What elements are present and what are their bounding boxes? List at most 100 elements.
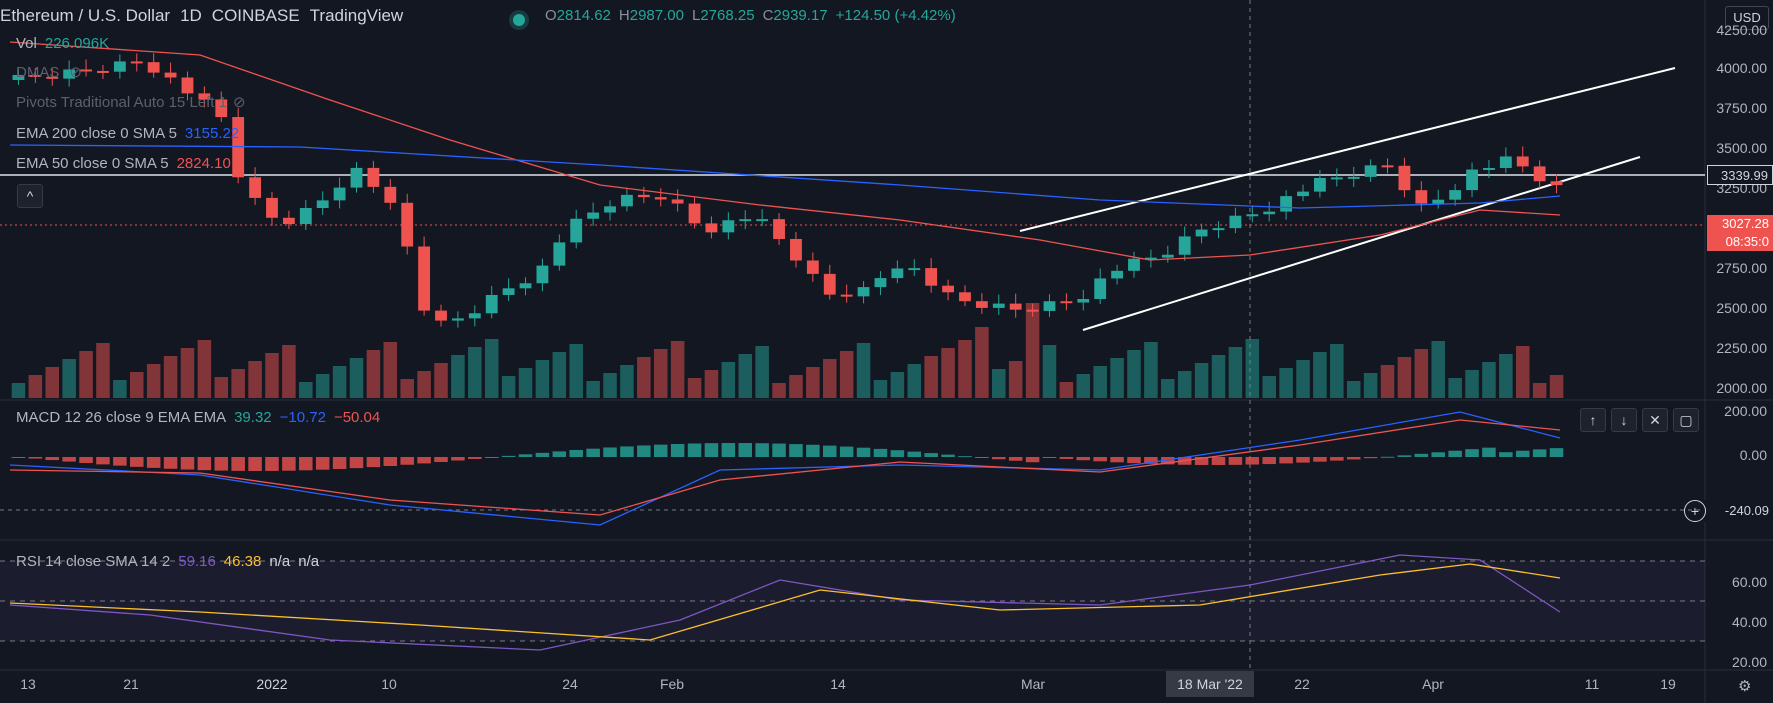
macd-legend[interactable]: MACD 12 26 close 9 EMA EMA 39.32 −10.72 −50… (16, 409, 381, 426)
candle-body (1432, 199, 1445, 204)
candle-body (1229, 215, 1242, 229)
volume-bar (772, 383, 786, 398)
settings-gear-icon[interactable]: ⚙ (1738, 678, 1752, 695)
macd-histogram-bar (1127, 457, 1141, 464)
time-label: Feb (659, 676, 685, 692)
macd-histogram-bar (772, 443, 786, 457)
candle-body (1330, 177, 1343, 180)
macd-histogram-bar (349, 457, 364, 469)
macd-histogram-bar (941, 454, 955, 457)
macd-histogram-bar (721, 443, 736, 457)
volume-bar (958, 340, 972, 398)
volume-bar (113, 380, 127, 398)
volume-bar (315, 374, 330, 398)
time-label: 2022 (256, 676, 288, 692)
volume-bar (1363, 373, 1378, 398)
pivots-legend[interactable]: Pivots Traditional Auto 15 Left 1 ⊘ (16, 94, 246, 111)
volume-bar (1228, 347, 1243, 398)
symbol-name: Ethereum / U.S. Dollar (0, 6, 171, 25)
macd-histogram-bar (1093, 457, 1107, 462)
symbol-legend[interactable]: Ethereum / U.S. Dollar 1D COINBASE TradingV… (0, 5, 413, 27)
candle-body (536, 265, 549, 284)
candle-body (1415, 190, 1428, 204)
time-label: Apr (1422, 676, 1444, 692)
macd-histogram-bar (383, 457, 398, 466)
candle-body (1161, 254, 1174, 258)
macd-histogram-bar (586, 448, 600, 457)
volume-bar (231, 369, 245, 398)
macd-crosshair-value: -240.09 (1703, 500, 1773, 522)
candle-body (773, 219, 785, 239)
volume-bar (789, 375, 803, 398)
volume-bar (586, 381, 600, 398)
candle-body (604, 206, 616, 213)
candle-body (316, 200, 329, 209)
candle-body (1466, 169, 1478, 191)
macd-line (9, 411, 1561, 526)
volume-bar (163, 356, 178, 398)
candle-body (587, 212, 600, 219)
rsi-legend[interactable]: RSI 14 close SMA 14 2 59.16 46.38 n/a n/a (16, 553, 320, 570)
pane-down-button[interactable]: ↓ (1611, 408, 1637, 432)
candle-body (249, 177, 261, 198)
hidden-eye-icon[interactable]: ⊘ (232, 94, 246, 111)
dmas-legend[interactable]: DMAS ⊘ (16, 64, 82, 81)
hidden-eye-icon[interactable]: ⊘ (69, 64, 82, 81)
macd-histogram-bar (620, 446, 634, 457)
macd-histogram-bar (1144, 457, 1158, 464)
volume-bar (1448, 378, 1462, 398)
volume-bar (400, 379, 414, 398)
macd-histogram-bar (1499, 452, 1513, 457)
candle-body (29, 75, 42, 77)
time-label: 21 (123, 676, 139, 692)
volume-bar (282, 345, 296, 398)
volume-bar (1346, 381, 1361, 398)
candle-body (1280, 196, 1293, 212)
macd-histogram-bar (146, 457, 161, 468)
volume-bar (1380, 365, 1395, 398)
macd-histogram-bar (11, 457, 26, 458)
collapse-legend-button[interactable]: ^ (17, 184, 43, 208)
macd-histogram-bar (992, 457, 1006, 460)
last-price-tag: 3027.28 (1707, 215, 1773, 233)
volume-bar (434, 363, 448, 398)
macd-histogram-bar (434, 457, 448, 462)
currency-button[interactable]: USD (1725, 6, 1769, 30)
volume-bar (1330, 344, 1344, 398)
macd-histogram-bar (214, 457, 229, 471)
add-plus-icon[interactable]: + (1684, 500, 1706, 522)
candle-body (891, 268, 904, 279)
macd-histogram-bar (231, 457, 245, 471)
candle-body (1195, 229, 1208, 237)
volume-bar (1059, 382, 1074, 398)
volume-bar (620, 365, 634, 398)
volume-bar (1076, 374, 1091, 398)
ema200-legend[interactable]: EMA 200 close 0 SMA 5 3155.22 (16, 125, 240, 142)
pane-up-button[interactable]: ↑ (1580, 408, 1606, 432)
candle-body (485, 294, 498, 314)
candle-body (401, 202, 414, 247)
macd-histogram-bar (113, 457, 127, 466)
macd-histogram-bar (1380, 456, 1395, 458)
vol-legend[interactable]: Vol 226.096K (16, 35, 110, 52)
volume-bar (383, 342, 398, 398)
candle-body (435, 310, 447, 321)
candle-body (164, 72, 177, 78)
candle-body (1144, 257, 1157, 260)
candle-body (367, 167, 380, 187)
candle-body (1364, 165, 1377, 177)
volume-bar (1482, 362, 1496, 398)
pane-maximize-button[interactable]: ▢ (1673, 408, 1699, 432)
candle-body (468, 313, 481, 319)
volume-bar (518, 368, 533, 398)
pane-close-button[interactable]: ✕ (1642, 408, 1668, 432)
ema50-legend[interactable]: EMA 50 close 0 SMA 5 2824.10 (16, 155, 231, 172)
candle-body (215, 99, 228, 118)
candle-body (451, 318, 464, 321)
candle-body (12, 75, 25, 80)
candle-body (46, 76, 59, 79)
macd-histogram-bar (1059, 457, 1074, 459)
candle-body (113, 61, 126, 72)
volume-bar (1110, 358, 1124, 398)
